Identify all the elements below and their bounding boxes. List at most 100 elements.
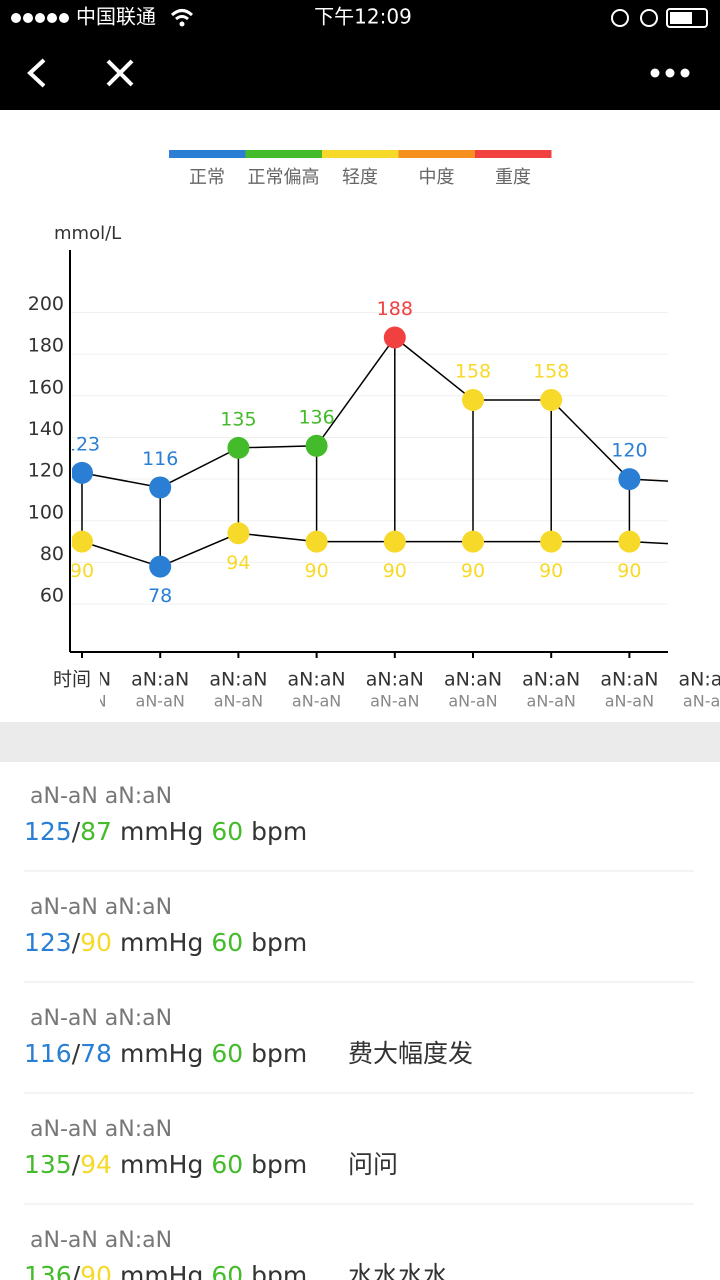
pulse-unit: bpm: [251, 1150, 307, 1179]
pulse-unit: bpm: [251, 928, 307, 957]
pulse-unit: bpm: [251, 1039, 307, 1068]
separator: /: [72, 1261, 81, 1280]
x-tick-label: aN:aN: [444, 669, 502, 691]
record-date: aN-aN aN:aN: [30, 784, 172, 809]
y-tick-label: 100: [28, 501, 64, 523]
point: [305, 434, 328, 457]
point: [618, 530, 641, 553]
separator: /: [72, 1039, 81, 1068]
legend-swatch: [169, 150, 246, 158]
record-note: 问问: [348, 1150, 398, 1179]
diastolic: 90: [80, 1261, 112, 1280]
y-tick-label: 140: [28, 418, 64, 440]
point: [697, 535, 719, 557]
value-label: 136: [298, 406, 334, 428]
more-button[interactable]: [650, 68, 690, 78]
value-label: 94: [226, 552, 250, 574]
x-tick-sublabel: aN-aN: [448, 692, 497, 711]
wifi: [170, 9, 194, 21]
value-label: 116: [142, 448, 178, 470]
systolic: 116: [24, 1039, 72, 1068]
systolic: 123: [24, 928, 72, 957]
clock: 下午12:09: [314, 5, 412, 29]
x-tick-label: aN:aN: [288, 669, 346, 691]
point: [462, 388, 484, 411]
x-tick-sublabel: aN-aN: [57, 692, 106, 711]
x-tick-sublabel: aN-aN: [292, 692, 341, 711]
pressure-unit: mmHg: [120, 1150, 203, 1179]
x-tick-label: aN:aN: [679, 669, 720, 691]
x-tick-sublabel: aN-aN: [527, 692, 576, 711]
value-label: 135: [220, 408, 256, 430]
back-button[interactable]: [27, 58, 46, 88]
point: [383, 326, 406, 349]
signal: [11, 13, 69, 23]
record-values: 136/90 mmHg 60 bpm: [24, 1261, 307, 1280]
value-label: 118: [689, 444, 720, 466]
x-tick-label: aN:aN: [522, 669, 580, 691]
point: [618, 468, 641, 491]
systolic: 136: [24, 1261, 72, 1280]
top-bar: [0, 0, 720, 110]
diastolic: 87: [80, 817, 112, 846]
x-tick-sublabel: aN-aN: [214, 692, 263, 711]
legend-label: 中度: [419, 167, 455, 188]
point: [149, 476, 172, 499]
x-labels: aN:aNaN-aNaN:aNaN-aNaN:aNaN-aNaN:aNaN-aN…: [53, 669, 720, 711]
y-tick-label: 160: [28, 376, 64, 398]
pressure-unit: mmHg: [120, 1261, 203, 1280]
pressure-unit: mmHg: [120, 928, 203, 957]
diastolic: 90: [80, 928, 112, 957]
legend-swatch: [322, 150, 399, 158]
systolic: 135: [24, 1150, 72, 1179]
legend-swatch: [475, 150, 552, 158]
point: [540, 530, 563, 553]
divider-band: [0, 722, 720, 762]
y-tick-label: 60: [40, 585, 64, 607]
diastolic: 78: [80, 1039, 112, 1068]
value-label: 188: [377, 298, 413, 320]
point: [72, 530, 93, 553]
x-tick-sublabel: aN-aN: [136, 692, 185, 711]
value-label: 78: [148, 585, 172, 607]
y-tick-label: 180: [28, 335, 64, 357]
x-tick-label: aN:aN: [131, 669, 189, 691]
record-values: 125/87 mmHg 60 bpm: [24, 817, 307, 846]
legend-label: 轻度: [342, 167, 378, 188]
value-label: 90: [461, 560, 485, 582]
record-values: 123/90 mmHg 60 bpm: [24, 928, 307, 957]
point: [383, 530, 406, 553]
plot: 123 116 135 136 188 158 158 120 118 90 78 94 90 90 90 9…: [64, 298, 720, 607]
pulse: 60: [211, 1261, 243, 1280]
x-tick-label: aN:aN: [209, 669, 267, 691]
record-date: aN-aN aN:aN: [30, 895, 172, 920]
value-label: 90: [70, 560, 94, 582]
separator: /: [72, 1150, 81, 1179]
x-tick-sublabel: aN-aN: [605, 692, 654, 711]
x-tick-sublabel: aN-aN: [683, 692, 720, 711]
diastolic: 94: [80, 1150, 112, 1179]
y-tick-label: 120: [28, 460, 64, 482]
x-tick-label: aN:aN: [600, 669, 658, 691]
point: [149, 555, 172, 578]
value-label: 90: [539, 560, 563, 582]
value-label: 158: [455, 360, 491, 382]
close-button[interactable]: [106, 59, 134, 87]
battery-level: [670, 12, 692, 24]
wifi-dot: [179, 21, 185, 27]
legend-label: 重度: [495, 167, 531, 188]
systolic: 125: [24, 817, 72, 846]
value-label: 90: [383, 560, 407, 582]
pressure-unit: mmHg: [120, 1039, 203, 1068]
y-tick-label: 200: [28, 293, 64, 315]
record-values: 116/78 mmHg 60 bpm: [24, 1039, 307, 1068]
x-axis-label: 时间: [53, 669, 91, 691]
pressure-unit: mmHg: [120, 817, 203, 846]
x-tick-label: aN:aN: [53, 669, 111, 691]
value-label: 90: [617, 560, 641, 582]
separator: /: [72, 928, 81, 957]
pulse: 60: [211, 1039, 243, 1068]
value-label: 123: [64, 433, 100, 455]
pulse-unit: bpm: [251, 817, 307, 846]
